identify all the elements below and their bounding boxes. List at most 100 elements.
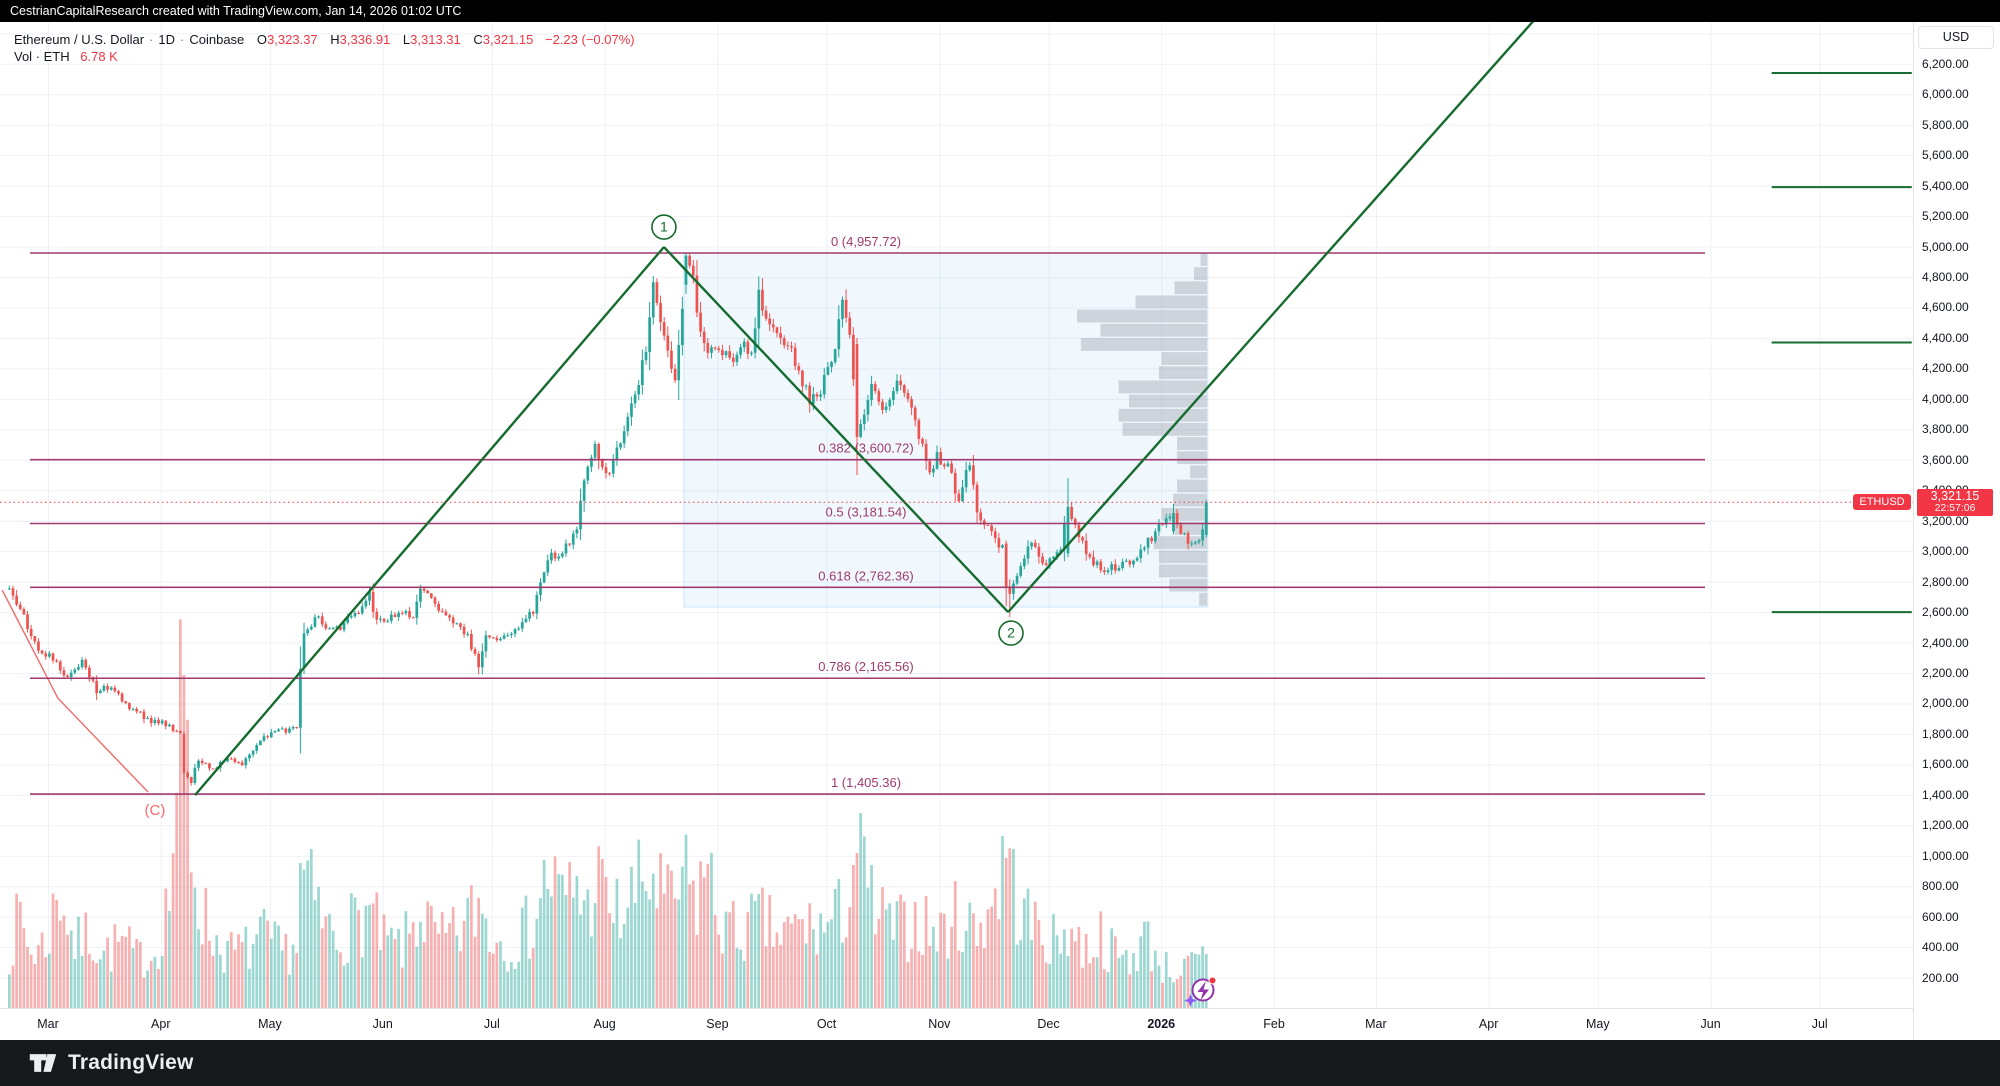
volume-series bbox=[8, 619, 1208, 1008]
price-tick-label: 4,000.00 bbox=[1922, 391, 1969, 406]
time-tick-label: Mar bbox=[37, 1017, 59, 1031]
time-tick-label: Jul bbox=[1811, 1017, 1828, 1031]
legend-interval[interactable]: 1D bbox=[158, 32, 176, 47]
price-tick-label: 800.00 bbox=[1922, 879, 1959, 894]
price-target-lines bbox=[1771, 71, 1912, 614]
price-tick-label: 5,400.00 bbox=[1922, 178, 1969, 193]
price-tick-label: 2,800.00 bbox=[1922, 574, 1969, 589]
price-tick-label: 400.00 bbox=[1922, 940, 1959, 955]
symbol-price-tag: ETHUSD bbox=[1853, 494, 1911, 511]
time-tick-label: Feb bbox=[1263, 1017, 1285, 1031]
price-tick-label: 4,600.00 bbox=[1922, 300, 1969, 315]
price-tick-label: 1,200.00 bbox=[1922, 818, 1969, 833]
price-tick-label: 5,200.00 bbox=[1922, 209, 1969, 224]
price-tick-label: 3,200.00 bbox=[1922, 513, 1969, 528]
fib-label-0.618: 0.618 (2,762.36) bbox=[818, 568, 913, 583]
current-price-value: 3,321.15 bbox=[1930, 489, 1980, 504]
time-tick-label: May bbox=[1585, 1017, 1610, 1031]
wave-marker-number-2: 2 bbox=[1007, 625, 1015, 641]
time-axis[interactable]: Mar Apr May Jun Jul Aug Sep Oct Nov Dec 2026 Feb Mar… bbox=[0, 1008, 1913, 1041]
price-tick-label: 6,200.00 bbox=[1922, 56, 1969, 71]
fib-label-1: 1 (1,405.36) bbox=[831, 775, 901, 790]
volume-profile bbox=[1077, 253, 1207, 606]
volume-value: 6.78 K bbox=[80, 49, 118, 64]
attribution-bar: CestrianCapitalResearch created with Tra… bbox=[0, 0, 2000, 22]
candlestick-series bbox=[8, 253, 1208, 794]
fib-label-0.5: 0.5 (3,181.54) bbox=[826, 505, 907, 520]
legend-exchange: Coinbase bbox=[189, 32, 245, 47]
wave-marker-circle-2 bbox=[998, 620, 1024, 646]
elliott-trend-lines bbox=[194, 22, 1535, 796]
ohlc-low: L3,313.31 bbox=[402, 32, 461, 47]
ohlc-high: H3,336.91 bbox=[330, 32, 391, 47]
time-tick-label: May bbox=[258, 1017, 282, 1031]
fib-label-0.382: 0.382 (3,600.72) bbox=[818, 441, 913, 456]
price-axis[interactable]: USD 3,321.15 22:57:06 200.00 400.00 600.00… bbox=[1913, 22, 2000, 1040]
time-tick-label: Nov bbox=[928, 1017, 951, 1031]
notification-dot bbox=[1208, 976, 1217, 985]
time-tick-label: Mar bbox=[1365, 1017, 1387, 1031]
wave-marker-circle-1 bbox=[651, 214, 677, 240]
wave-c-label: (C) bbox=[145, 802, 166, 819]
price-tick-label: 5,600.00 bbox=[1922, 148, 1969, 163]
wave-number-markers: 12 bbox=[651, 214, 1024, 646]
corrective-wave-c: (C) bbox=[1, 589, 166, 819]
sparkle-icon bbox=[1184, 994, 1197, 1007]
price-tick-label: 4,400.00 bbox=[1922, 330, 1969, 345]
date-range-box bbox=[683, 252, 1209, 608]
price-tick-label: 4,800.00 bbox=[1922, 270, 1969, 285]
events-lightning-button[interactable] bbox=[1184, 976, 1217, 1007]
legend-volume-row: Vol · ETH 6.78 K bbox=[14, 48, 635, 65]
tradingview-brand-text[interactable]: TradingView bbox=[68, 1051, 194, 1074]
bar-countdown: 22:57:06 bbox=[1934, 502, 1976, 515]
price-tick-label: 2,200.00 bbox=[1922, 666, 1969, 680]
time-tick-label: Dec bbox=[1037, 1017, 1060, 1031]
lightning-bolt-icon bbox=[1197, 981, 1209, 1001]
attribution-text: CestrianCapitalResearch created with Tra… bbox=[10, 4, 462, 18]
fib-label-0: 0 (4,957.72) bbox=[831, 234, 901, 249]
wave-3-up bbox=[1007, 22, 1535, 613]
time-tick-label: Aug bbox=[593, 1017, 616, 1031]
legend-change: −2.23 (−0.07%) bbox=[545, 32, 635, 47]
wave-marker-number-1: 1 bbox=[660, 219, 668, 235]
price-tick-label: 1,800.00 bbox=[1922, 726, 1969, 741]
price-tick-label: 600.00 bbox=[1922, 909, 1959, 924]
time-tick-label: 2026 bbox=[1147, 1017, 1176, 1031]
chart-plot-area[interactable]: (C) 0 (4,957.72) 0.382 (3,600.72) 0.5 (3,18… bbox=[0, 22, 1913, 1008]
fib-label-0.786: 0.786 (2,165.56) bbox=[818, 659, 913, 674]
wave-1-up bbox=[194, 246, 665, 796]
time-tick-label: Oct bbox=[816, 1017, 837, 1031]
ohlc-open: O3,323.37 bbox=[256, 32, 318, 47]
volume-label[interactable]: Vol · ETH bbox=[14, 49, 70, 64]
current-price-badge: 3,321.15 22:57:06 bbox=[1917, 489, 1993, 517]
price-tick-label: 1,400.00 bbox=[1922, 787, 1969, 802]
price-tick-label: 200.00 bbox=[1922, 970, 1959, 985]
time-tick-label: Apr bbox=[1478, 1017, 1499, 1031]
price-tick-label: 4,200.00 bbox=[1922, 361, 1969, 376]
price-tick-label: 1,600.00 bbox=[1922, 757, 1969, 772]
price-tick-label: 5,800.00 bbox=[1922, 117, 1969, 132]
time-tick-label: Jul bbox=[483, 1017, 500, 1031]
grid-lines bbox=[0, 22, 1913, 1008]
legend-symbol-title[interactable]: Ethereum / U.S. Dollar bbox=[14, 32, 145, 47]
price-tick-label: 3,000.00 bbox=[1922, 544, 1969, 559]
bottom-watermark-bar: TradingView bbox=[0, 1040, 2000, 1086]
price-tick-label: 2,600.00 bbox=[1922, 605, 1969, 620]
price-tick-label: 6,000.00 bbox=[1922, 87, 1969, 102]
legend-main-row: Ethereum / U.S. Dollar · 1D · Coinbase O3,32… bbox=[14, 32, 635, 47]
fib-retracement: 0 (4,957.72) 0.382 (3,600.72) 0.5 (3,181.5… bbox=[30, 234, 1705, 795]
chart-legend: Ethereum / U.S. Dollar · 1D · Coinbase O3,32… bbox=[14, 31, 635, 65]
price-tick-label: 5,000.00 bbox=[1922, 239, 1969, 254]
currency-axis-button[interactable]: USD bbox=[1918, 26, 1994, 49]
price-tick-label: 1,000.00 bbox=[1922, 848, 1969, 863]
ohlc-close: C3,321.15 bbox=[473, 32, 534, 47]
price-tick-label: 2,000.00 bbox=[1922, 696, 1969, 711]
price-tick-label: 2,400.00 bbox=[1922, 635, 1969, 650]
time-tick-label: Sep bbox=[706, 1017, 729, 1031]
price-tick-label: 3,600.00 bbox=[1922, 452, 1969, 467]
time-tick-label: Apr bbox=[151, 1017, 171, 1031]
tradingview-logo-icon[interactable] bbox=[28, 1050, 58, 1076]
time-tick-label: Jun bbox=[372, 1017, 393, 1031]
time-tick-label: Jun bbox=[1700, 1017, 1721, 1031]
